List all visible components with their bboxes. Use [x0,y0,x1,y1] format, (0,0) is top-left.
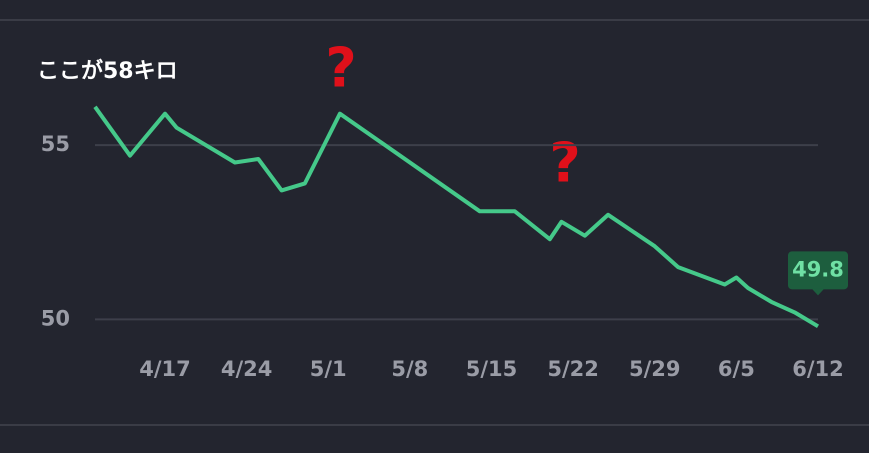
x-tick-label: 5/29 [629,357,681,381]
annotation: ここが58キロ [37,58,178,84]
x-tick-label: 5/15 [466,357,518,381]
x-tick-label: 5/1 [310,357,347,381]
x-tick-label: 5/22 [547,357,599,381]
x-tick-label: 4/17 [139,357,191,381]
x-tick-label: 6/12 [792,357,844,381]
y-tick-label: 55 [41,132,70,156]
x-tick-label: 5/8 [391,357,428,381]
annotation: ? [549,132,580,195]
annotation: ? [325,37,356,100]
x-tick-label: 6/5 [718,357,755,381]
data-line [93,105,820,329]
x-tick-label: 4/24 [221,357,273,381]
y-tick-label: 50 [41,306,70,330]
value-badge [788,251,848,290]
value-badge-pointer [812,288,824,296]
data-label: 49.8 [792,257,844,281]
